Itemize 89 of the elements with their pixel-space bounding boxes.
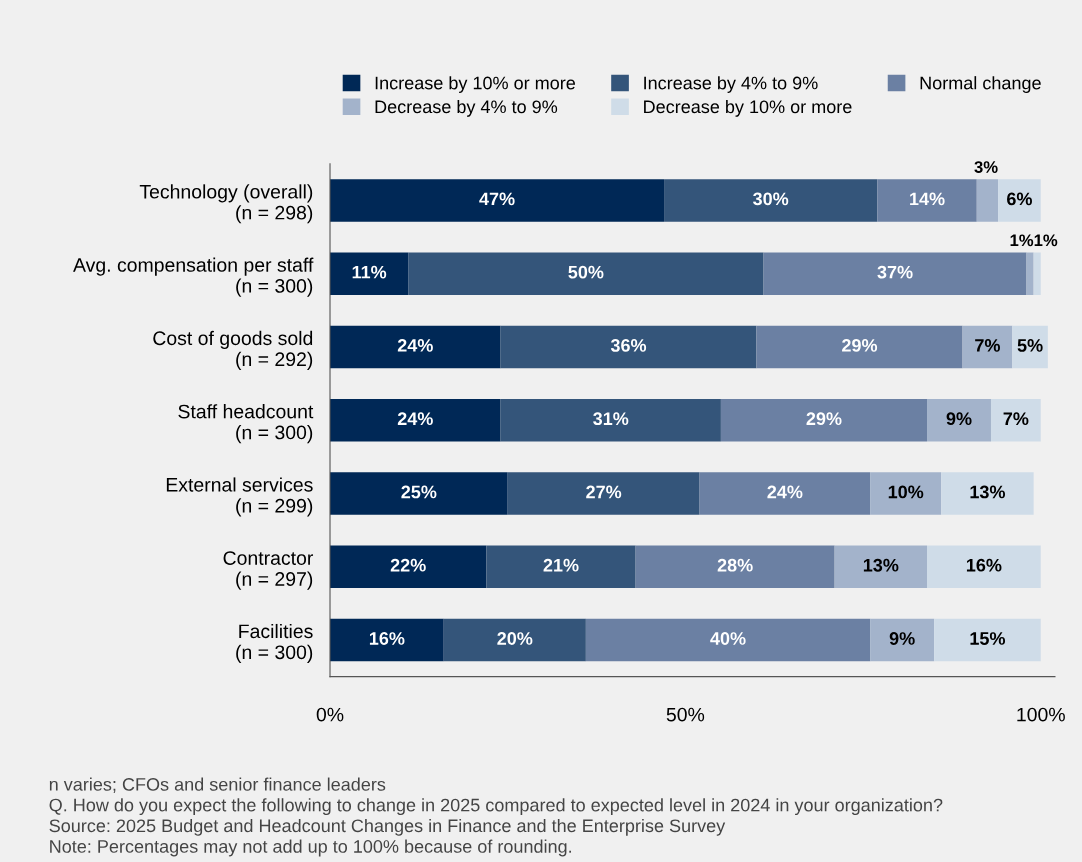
y-tick-label: Avg. compensation per staff (n = 300)	[73, 257, 314, 297]
data-label: 11%	[352, 265, 387, 279]
bar	[486, 545, 636, 589]
data-label: 27%	[586, 485, 622, 499]
x-tick-label: 0%	[316, 707, 344, 722]
bar	[877, 179, 977, 222]
legend-label: Increase by 10% or more	[375, 76, 576, 93]
bar	[500, 325, 757, 369]
data-label: 37%	[877, 265, 913, 279]
bar	[1033, 252, 1041, 295]
bar	[941, 472, 1034, 515]
bar	[927, 545, 1041, 589]
x-tick-label: 50%	[666, 707, 705, 722]
bar	[990, 398, 1041, 442]
data-label: 24%	[767, 485, 803, 499]
x-tick-label: 100%	[1017, 707, 1065, 722]
text: Q. How do you expect the following to change in 2025 compared to expected level in 2024 in your organization?	[49, 798, 943, 816]
data-label: 9%	[946, 412, 972, 426]
bar	[330, 545, 487, 589]
data-label: 6%	[1007, 192, 1032, 206]
data-label: 24%	[397, 339, 433, 352]
bar	[443, 618, 586, 662]
data-label: 1%	[1010, 234, 1034, 247]
data-label: 16%	[966, 558, 1002, 572]
bar	[699, 472, 871, 515]
data-label: 13%	[970, 485, 1006, 499]
data-label: 36%	[610, 339, 647, 352]
bar	[756, 325, 963, 369]
bar	[330, 325, 501, 369]
data-label: 40%	[710, 632, 746, 645]
data-label: 29%	[806, 412, 842, 426]
bar	[330, 398, 501, 442]
bar	[998, 179, 1041, 222]
data-label: 3%	[974, 161, 998, 173]
data-label: 31%	[593, 412, 629, 426]
bar	[763, 252, 1027, 295]
data-label: 47%	[479, 192, 515, 206]
bar	[962, 325, 1013, 369]
bar	[934, 618, 1041, 662]
data-label: 9%	[889, 632, 915, 645]
bar	[330, 618, 444, 662]
data-label: 1%	[1034, 234, 1058, 247]
data-label: 24%	[397, 412, 433, 426]
data-label: 15%	[970, 632, 1006, 645]
y-tick-label: Staff headcount (n = 300)	[178, 404, 314, 444]
bar	[1026, 252, 1034, 295]
data-label: 22%	[390, 558, 426, 572]
data-label: 5%	[1017, 339, 1043, 352]
text: Note: Percentages may not add up to 100% because of rounding.	[50, 839, 572, 857]
bar	[330, 252, 409, 295]
bar	[330, 472, 508, 515]
data-label: 7%	[975, 339, 1000, 352]
bar	[870, 472, 942, 515]
bar	[635, 545, 835, 589]
y-tick-label: Facilities (n = 300)	[236, 623, 313, 663]
bar	[870, 618, 935, 662]
data-label: 28%	[717, 558, 753, 572]
data-label: 13%	[863, 558, 899, 572]
bar	[330, 179, 665, 222]
source-note: Source: 2025 Budget and Headcount Changes in Finance and the Enterprise Survey	[49, 818, 726, 836]
legend-label: Decrease by 10% or more	[644, 99, 852, 117]
bar	[927, 398, 991, 442]
bar	[834, 545, 928, 589]
legend-label: Decrease by 4% to 9%	[375, 99, 558, 117]
legend-label: Increase by 4% to 9%	[644, 76, 818, 93]
data-label: 30%	[753, 192, 789, 206]
data-label: 21%	[543, 558, 579, 572]
data-label: 25%	[401, 485, 437, 499]
legend-label: Normal change	[920, 76, 1041, 93]
bar	[500, 398, 721, 442]
bar	[408, 252, 764, 295]
data-label: 14%	[910, 192, 945, 206]
data-label: 10%	[888, 485, 924, 499]
bar	[976, 179, 999, 222]
y-tick-label: External services (n = 299)	[166, 477, 313, 517]
bar	[664, 179, 878, 222]
text: n varies; CFOs and senior finance leaders	[49, 777, 386, 793]
y-tick-label: Contractor (n = 297)	[223, 551, 314, 590]
bar	[1012, 325, 1048, 369]
y-tick-label: Technology (overall) (n = 298)	[139, 184, 313, 224]
bar	[507, 472, 700, 515]
data-label: 29%	[842, 339, 878, 352]
data-label: 50%	[568, 265, 604, 279]
data-label: 16%	[369, 632, 405, 645]
data-label: 20%	[497, 632, 533, 645]
bar	[720, 398, 928, 442]
bar	[585, 618, 871, 662]
data-label: 7%	[1003, 412, 1029, 426]
y-tick-label: Cost of goods sold (n = 292)	[153, 330, 313, 370]
